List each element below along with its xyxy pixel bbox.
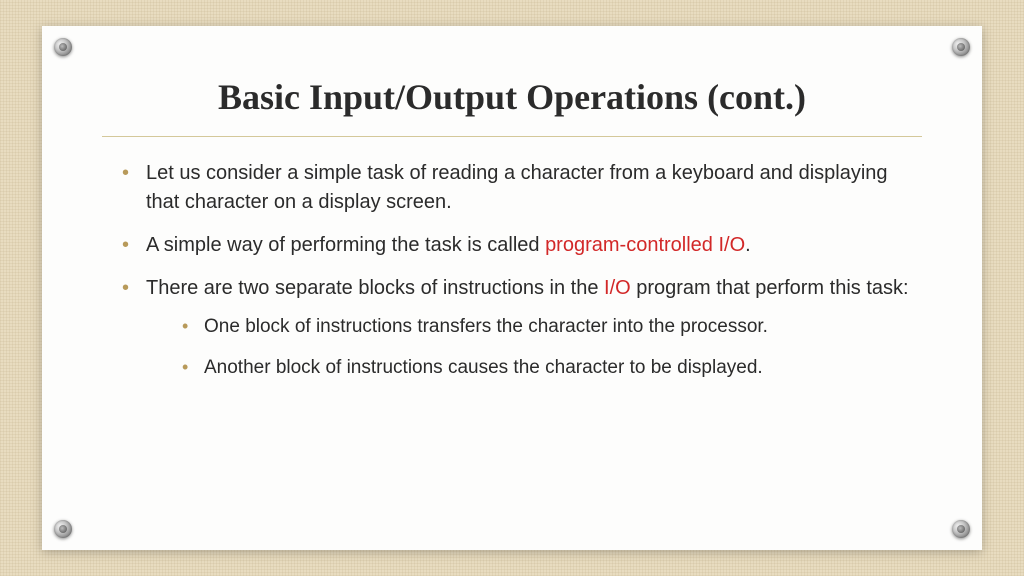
- highlight-text: program-controlled I/O: [545, 234, 745, 256]
- bullet-item: There are two separate blocks of instruc…: [122, 274, 922, 382]
- screw-icon: [54, 38, 72, 56]
- slide-title: Basic Input/Output Operations (cont.): [102, 76, 922, 118]
- sub-bullet-text: Another block of instructions causes the…: [204, 357, 763, 378]
- sub-bullet-item: One block of instructions transfers the …: [182, 313, 922, 342]
- bullet-item: A simple way of performing the task is c…: [122, 231, 922, 260]
- bullet-text: There are two separate blocks of instruc…: [146, 277, 604, 299]
- slide-card: Basic Input/Output Operations (cont.) Le…: [42, 26, 982, 550]
- screw-icon: [952, 520, 970, 538]
- screw-icon: [54, 520, 72, 538]
- title-divider: [102, 136, 922, 137]
- bullet-text: program that perform this task:: [631, 277, 909, 299]
- sub-bullet-item: Another block of instructions causes the…: [182, 354, 922, 383]
- sub-bullet-list: One block of instructions transfers the …: [146, 313, 922, 382]
- bullet-text: Let us consider a simple task of reading…: [146, 162, 888, 213]
- sub-bullet-text: One block of instructions transfers the …: [204, 316, 768, 337]
- bullet-item: Let us consider a simple task of reading…: [122, 159, 922, 217]
- bullet-list: Let us consider a simple task of reading…: [102, 159, 922, 382]
- bullet-text: A simple way of performing the task is c…: [146, 234, 545, 256]
- screw-icon: [952, 38, 970, 56]
- bullet-text: .: [745, 234, 751, 256]
- highlight-text: I/O: [604, 277, 631, 299]
